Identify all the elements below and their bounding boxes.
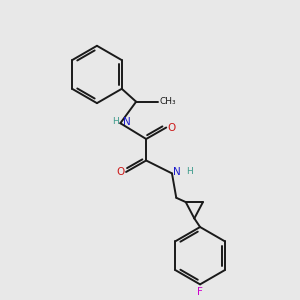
Text: N: N [173,167,181,177]
Text: CH₃: CH₃ [159,97,176,106]
Text: H: H [186,167,193,176]
Text: O: O [168,122,176,133]
Text: N: N [123,117,130,127]
Text: F: F [197,287,203,297]
Text: H: H [112,117,119,126]
Text: O: O [116,167,125,177]
